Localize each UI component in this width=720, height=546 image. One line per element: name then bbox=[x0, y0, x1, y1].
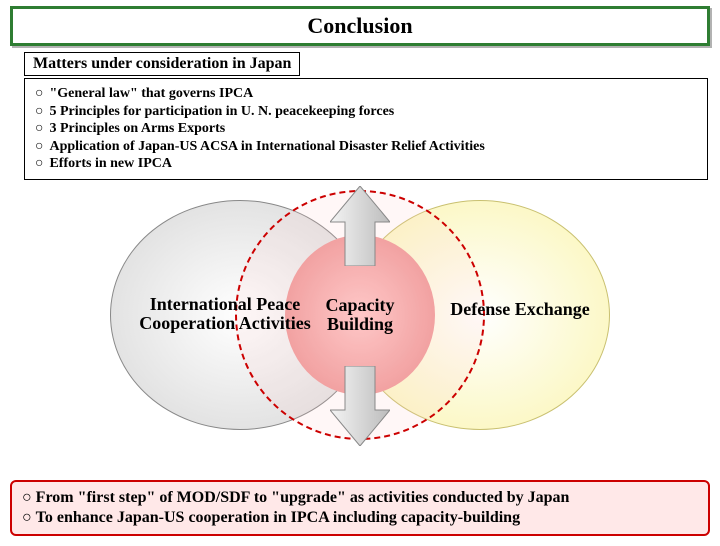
bullet-marker: ○ bbox=[35, 85, 43, 103]
bullet-text: 5 Principles for participation in U. N. … bbox=[49, 103, 394, 121]
bullet-item: ○ 5 Principles for participation in U. N… bbox=[35, 103, 697, 121]
subheading: Matters under consideration in Japan bbox=[24, 52, 300, 76]
bottom-text: To enhance Japan-US cooperation in IPCA … bbox=[36, 508, 520, 528]
venn-label-left: International Peace Cooperation Activiti… bbox=[115, 295, 335, 335]
bullet-box: ○ "General law" that governs IPCA ○ 5 Pr… bbox=[24, 78, 708, 180]
venn-label-right: Defense Exchange bbox=[445, 300, 595, 320]
bullet-marker: ○ bbox=[35, 155, 43, 173]
bullet-text: 3 Principles on Arms Exports bbox=[49, 120, 225, 138]
bullet-text: "General law" that governs IPCA bbox=[49, 85, 253, 103]
bottom-callout: ○ From "first step" of MOD/SDF to "upgra… bbox=[10, 480, 710, 536]
bullet-item: ○ 3 Principles on Arms Exports bbox=[35, 120, 697, 138]
bottom-marker: ○ bbox=[22, 488, 32, 508]
venn-label-center: Capacity Building bbox=[315, 296, 405, 336]
bottom-text: From "first step" of MOD/SDF to "upgrade… bbox=[36, 488, 570, 508]
bottom-lead: From bbox=[36, 489, 74, 506]
bottom-lead: To bbox=[36, 509, 53, 526]
bottom-rest: "first step" of MOD/SDF to "upgrade" as … bbox=[74, 489, 570, 506]
bullet-marker: ○ bbox=[35, 138, 43, 156]
bullet-item: ○ Application of Japan-US ACSA in Intern… bbox=[35, 138, 697, 156]
bullet-text: Application of Japan-US ACSA in Internat… bbox=[49, 138, 484, 156]
title-banner: Conclusion bbox=[10, 6, 710, 46]
bullet-marker: ○ bbox=[35, 120, 43, 138]
bottom-rest: enhance Japan-US cooperation in IPCA inc… bbox=[53, 509, 520, 526]
venn-diagram: International Peace Cooperation Activiti… bbox=[0, 180, 720, 470]
bullet-item: ○ "General law" that governs IPCA bbox=[35, 85, 697, 103]
bottom-line: ○ To enhance Japan-US cooperation in IPC… bbox=[22, 508, 698, 528]
arrow-down-icon bbox=[330, 366, 390, 446]
bottom-marker: ○ bbox=[22, 508, 32, 528]
bullet-marker: ○ bbox=[35, 103, 43, 121]
bottom-line: ○ From "first step" of MOD/SDF to "upgra… bbox=[22, 488, 698, 508]
bullet-item: ○ Efforts in new IPCA bbox=[35, 155, 697, 173]
bullet-text: Efforts in new IPCA bbox=[49, 155, 172, 173]
arrow-up-icon bbox=[330, 186, 390, 266]
